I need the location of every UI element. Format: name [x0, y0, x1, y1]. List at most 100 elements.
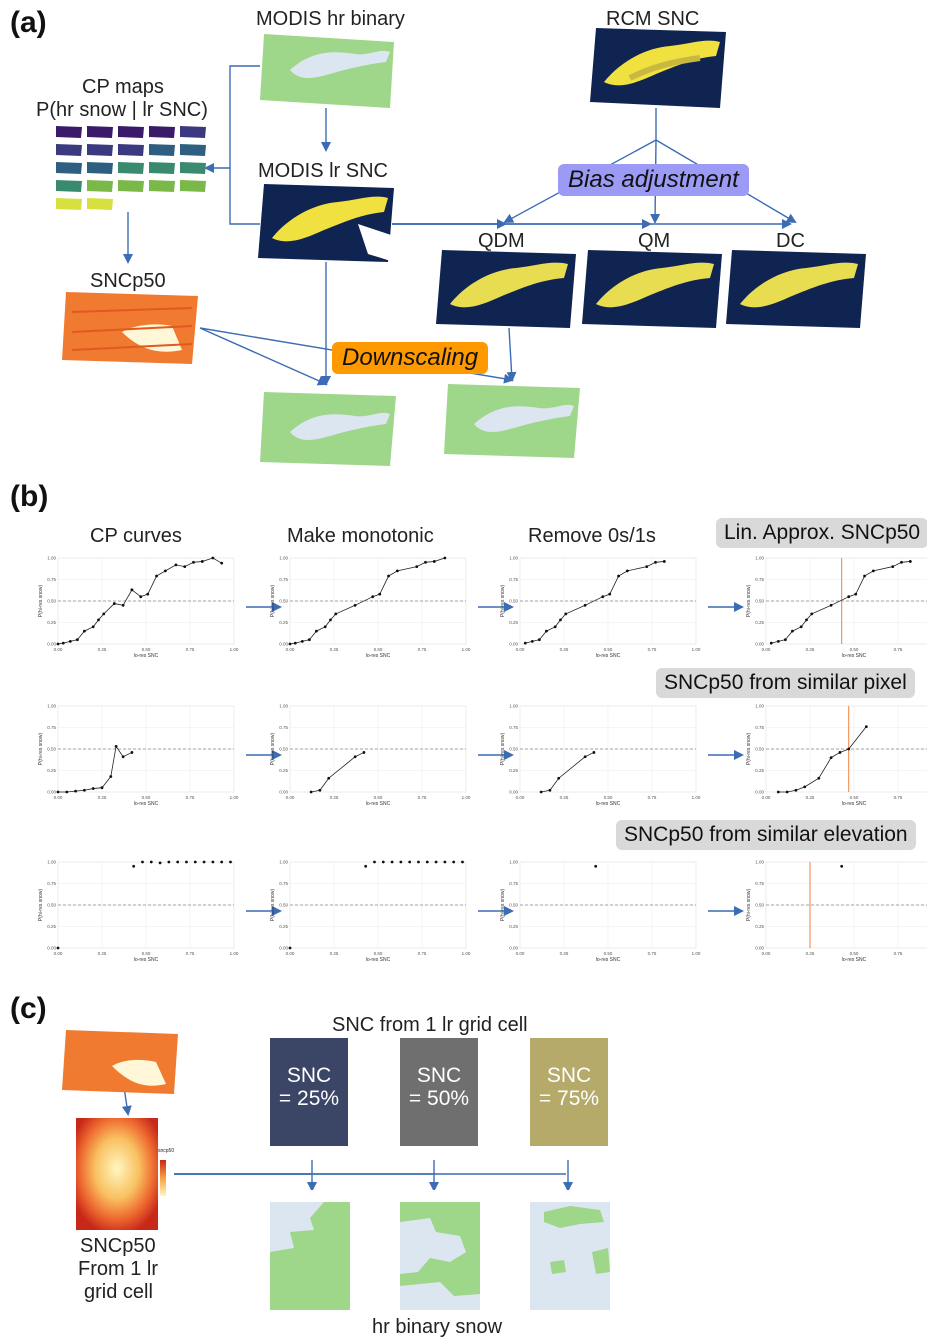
y-axis-label: P(hi-res snow) — [270, 733, 276, 766]
y-tick-label: 0.00 — [755, 642, 764, 647]
x-tick-label: 0.75 — [894, 951, 903, 956]
x-tick-label: 0.75 — [418, 647, 427, 652]
x-tick-label: 0.25 — [806, 951, 815, 956]
data-point — [61, 641, 65, 645]
x-tick-label: 0.75 — [648, 951, 657, 956]
x-tick-label: 0.50 — [142, 951, 151, 956]
x-tick-label: 0.50 — [374, 647, 383, 652]
data-point — [776, 640, 780, 643]
data-point — [176, 860, 180, 864]
y-tick-label: 0.00 — [279, 790, 288, 795]
data-point — [381, 860, 385, 864]
x-tick-label: 0.25 — [330, 647, 339, 652]
snc-card-75-line2: = 75% — [538, 1087, 600, 1110]
cp-maps-grid — [56, 126, 206, 210]
data-point — [202, 860, 206, 864]
data-point — [146, 592, 150, 596]
snc-from-cell-label: SNC from 1 lr grid cell — [332, 1014, 528, 1036]
data-point — [847, 747, 851, 751]
data-point — [432, 560, 436, 563]
x-tick-label: 0.00 — [762, 795, 771, 800]
data-point — [662, 560, 666, 563]
data-point — [530, 640, 534, 643]
data-point — [100, 786, 104, 790]
cp-map-thumb — [87, 144, 113, 156]
y-tick-label: 0.75 — [755, 725, 764, 730]
y-tick-label: 0.75 — [755, 881, 764, 886]
col-title-remove-0s1s: Remove 0s/1s — [528, 525, 656, 547]
x-axis-label: lo-res SNC — [596, 957, 621, 963]
hr-binary-snow-label: hr binary snow — [372, 1316, 503, 1338]
data-point — [56, 946, 60, 950]
data-point — [83, 629, 86, 633]
y-tick-label: 0.75 — [509, 577, 518, 582]
x-tick-label: 1.00 — [230, 647, 239, 652]
data-point — [318, 788, 322, 792]
data-point — [102, 612, 106, 616]
y-axis-label: P(hi-res snow) — [270, 889, 276, 922]
y-tick-label: 0.25 — [47, 620, 56, 625]
snc-card-50: SNC = 50% — [400, 1038, 478, 1146]
y-tick-label: 0.25 — [755, 620, 764, 625]
data-point — [523, 641, 527, 645]
y-tick-label: 0.50 — [279, 747, 288, 752]
data-point — [75, 638, 79, 642]
y-tick-label: 0.00 — [279, 642, 288, 647]
step-arrow-head — [272, 750, 282, 760]
x-tick-label: 0.75 — [186, 951, 195, 956]
x-axis-label: lo-res SNC — [366, 957, 391, 963]
data-point — [97, 618, 100, 622]
data-point — [91, 625, 95, 629]
x-tick-label: 0.00 — [54, 647, 63, 652]
cp-map-thumb — [149, 144, 175, 156]
x-axis-label: lo-res SNC — [366, 801, 391, 807]
data-point — [461, 860, 464, 864]
rcm-snc-map — [590, 28, 726, 108]
data-point — [539, 790, 543, 794]
data-point — [559, 618, 562, 622]
sncp50-legend — [160, 1160, 166, 1196]
y-tick-label: 0.25 — [279, 768, 288, 773]
data-point — [791, 629, 794, 633]
data-point — [645, 565, 649, 568]
data-point — [193, 860, 197, 864]
sncp50-map — [62, 292, 198, 364]
y-axis-label: P(hi-res snow) — [500, 733, 506, 766]
data-point — [327, 776, 331, 780]
step-arrow-head — [504, 602, 514, 612]
data-point — [443, 860, 447, 864]
x-tick-label: 0.00 — [762, 951, 771, 956]
data-point — [378, 592, 382, 596]
y-tick-label: 1.00 — [47, 704, 56, 709]
y-tick-label: 0.50 — [47, 747, 56, 752]
downscaling-label: Downscaling — [332, 342, 489, 374]
data-point — [130, 588, 134, 592]
y-tick-label: 1.00 — [755, 704, 764, 709]
y-tick-label: 0.75 — [755, 577, 764, 582]
x-tick-label: 0.00 — [516, 647, 525, 652]
data-point — [114, 745, 118, 748]
data-point — [908, 560, 912, 563]
y-tick-label: 0.25 — [755, 768, 764, 773]
y-tick-label: 0.50 — [509, 747, 518, 752]
y-tick-label: 0.25 — [279, 924, 288, 929]
data-point — [74, 789, 77, 793]
data-point — [805, 618, 808, 622]
data-point — [353, 603, 357, 607]
y-tick-label: 0.00 — [509, 790, 518, 795]
data-point — [362, 751, 366, 754]
x-tick-label: 0.00 — [54, 951, 63, 956]
y-tick-label: 0.00 — [509, 946, 518, 951]
x-tick-label: 0.50 — [142, 647, 151, 652]
y-tick-label: 1.00 — [47, 860, 56, 865]
data-point — [785, 790, 789, 794]
y-tick-label: 1.00 — [47, 556, 56, 561]
y-axis-label: P(hi-res snow) — [38, 889, 44, 922]
data-point — [229, 860, 232, 864]
x-axis-label: lo-res SNC — [596, 801, 621, 807]
y-tick-label: 0.75 — [279, 881, 288, 886]
bias-adjustment-label: Bias adjustment — [558, 164, 749, 196]
data-point — [900, 560, 903, 564]
data-point — [91, 787, 95, 790]
x-axis-label: lo-res SNC — [842, 957, 867, 963]
